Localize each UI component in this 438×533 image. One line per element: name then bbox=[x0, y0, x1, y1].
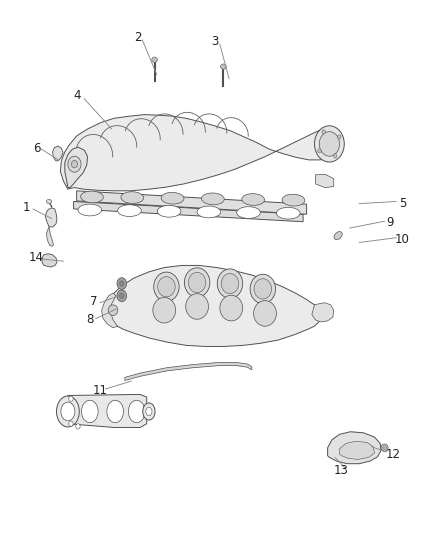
Ellipse shape bbox=[143, 403, 155, 420]
Text: 12: 12 bbox=[386, 448, 401, 461]
Text: 2: 2 bbox=[134, 31, 142, 44]
Polygon shape bbox=[312, 303, 334, 322]
Polygon shape bbox=[74, 201, 303, 222]
Ellipse shape bbox=[121, 192, 144, 204]
Ellipse shape bbox=[217, 269, 243, 298]
Ellipse shape bbox=[254, 279, 272, 299]
Polygon shape bbox=[46, 227, 53, 246]
Ellipse shape bbox=[319, 132, 339, 156]
Text: 10: 10 bbox=[395, 233, 410, 246]
Ellipse shape bbox=[69, 396, 73, 401]
Ellipse shape bbox=[120, 281, 124, 286]
Ellipse shape bbox=[69, 421, 73, 426]
Ellipse shape bbox=[184, 268, 210, 297]
Text: 3: 3 bbox=[211, 35, 218, 48]
Polygon shape bbox=[328, 432, 381, 464]
Ellipse shape bbox=[383, 446, 386, 450]
Text: 14: 14 bbox=[28, 252, 43, 264]
Ellipse shape bbox=[220, 295, 243, 321]
Ellipse shape bbox=[237, 207, 260, 219]
Ellipse shape bbox=[46, 199, 52, 204]
Polygon shape bbox=[60, 115, 344, 191]
Ellipse shape bbox=[154, 272, 179, 302]
Ellipse shape bbox=[61, 402, 75, 421]
Ellipse shape bbox=[322, 130, 325, 134]
Ellipse shape bbox=[81, 400, 98, 423]
Polygon shape bbox=[315, 174, 334, 188]
Ellipse shape bbox=[334, 231, 342, 240]
Ellipse shape bbox=[117, 290, 127, 302]
Ellipse shape bbox=[128, 400, 145, 423]
Polygon shape bbox=[339, 441, 374, 459]
Ellipse shape bbox=[152, 57, 158, 62]
Ellipse shape bbox=[188, 272, 206, 293]
Polygon shape bbox=[77, 191, 307, 214]
Ellipse shape bbox=[242, 193, 265, 205]
Ellipse shape bbox=[118, 205, 141, 216]
Text: 1: 1 bbox=[22, 201, 30, 214]
Ellipse shape bbox=[186, 294, 208, 319]
Text: 7: 7 bbox=[90, 295, 98, 308]
Ellipse shape bbox=[221, 273, 239, 294]
Ellipse shape bbox=[276, 207, 300, 219]
Ellipse shape bbox=[78, 204, 102, 216]
Polygon shape bbox=[53, 146, 63, 161]
Ellipse shape bbox=[120, 293, 124, 298]
Ellipse shape bbox=[381, 444, 388, 451]
Ellipse shape bbox=[158, 277, 175, 297]
Ellipse shape bbox=[318, 149, 321, 153]
Polygon shape bbox=[42, 254, 57, 267]
Ellipse shape bbox=[68, 156, 81, 172]
Text: 9: 9 bbox=[386, 216, 394, 229]
Text: 6: 6 bbox=[33, 142, 41, 155]
Ellipse shape bbox=[153, 297, 176, 323]
Polygon shape bbox=[65, 147, 88, 188]
Text: 8: 8 bbox=[86, 313, 93, 326]
Ellipse shape bbox=[282, 194, 305, 206]
Polygon shape bbox=[125, 362, 252, 381]
Text: 5: 5 bbox=[399, 197, 406, 210]
Polygon shape bbox=[107, 265, 321, 346]
Ellipse shape bbox=[157, 205, 181, 217]
Ellipse shape bbox=[146, 407, 152, 416]
Polygon shape bbox=[68, 394, 147, 427]
Ellipse shape bbox=[254, 301, 276, 326]
Ellipse shape bbox=[71, 160, 78, 168]
Ellipse shape bbox=[197, 206, 221, 218]
Ellipse shape bbox=[333, 154, 337, 158]
Ellipse shape bbox=[161, 192, 184, 204]
Ellipse shape bbox=[250, 274, 276, 304]
Ellipse shape bbox=[108, 305, 118, 316]
Text: 13: 13 bbox=[333, 464, 348, 477]
Ellipse shape bbox=[107, 400, 124, 423]
Ellipse shape bbox=[57, 396, 79, 427]
Ellipse shape bbox=[338, 135, 341, 139]
Ellipse shape bbox=[201, 193, 224, 205]
Ellipse shape bbox=[76, 424, 80, 429]
Polygon shape bbox=[46, 208, 57, 227]
Text: 4: 4 bbox=[73, 90, 81, 102]
Ellipse shape bbox=[220, 64, 226, 69]
Text: 11: 11 bbox=[92, 384, 107, 397]
Ellipse shape bbox=[117, 278, 127, 289]
Ellipse shape bbox=[314, 126, 344, 162]
Ellipse shape bbox=[81, 191, 103, 203]
Polygon shape bbox=[102, 293, 117, 328]
